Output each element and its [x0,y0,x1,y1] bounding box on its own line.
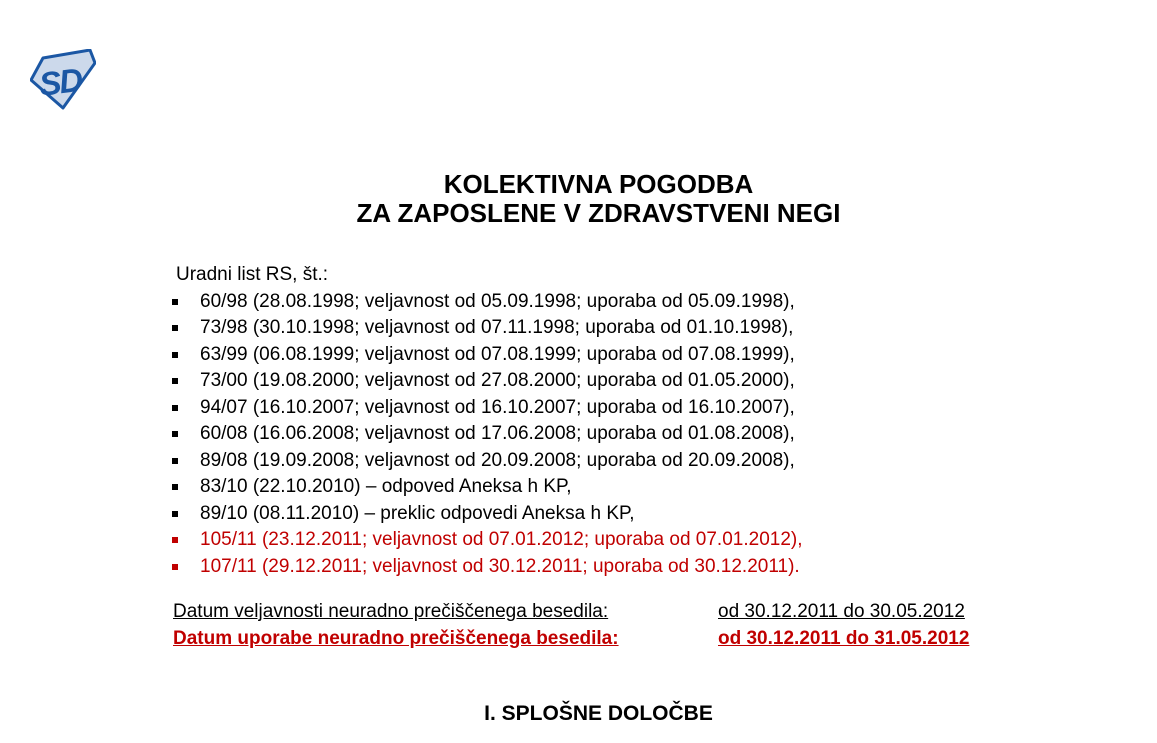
list-item-text: 73/00 (19.08.2000; veljavnost od 27.08.2… [200,370,795,391]
list-item-text: 94/07 (16.10.2007; veljavnost od 16.10.2… [200,396,795,418]
bullet-icon [172,431,178,437]
bullet-icon [172,298,178,305]
list-item: 73/00 (19.08.2000; veljavnost od 27.08.2… [172,368,803,395]
list-item-text: 89/10 (08.11.2010) – preklic odpovedi An… [200,502,635,524]
validity-label: Datum veljavnosti neuradno prečiščenega … [173,601,609,622]
title-line-2: ZA ZAPOSLENE V ZDRAVSTVENI NEGI [356,198,841,228]
list-item-text: 83/10 (22.10.2010) – odpoved Aneksa h KP… [200,476,572,497]
list-item: 60/98 (28.08.1998; veljavnost od 05.09.1… [172,289,803,316]
shield-shape [30,49,96,110]
list-item: 63/99 (06.08.1999; veljavnost od 07.08.1… [172,342,803,369]
validity-row: Datum veljavnosti neuradno prečiščenega … [173,598,969,625]
bullet-icon [172,563,178,570]
validity-label: Datum uporabe neuradno prečiščenega bese… [173,628,619,649]
list-item: 89/08 (19.09.2008; veljavnost od 20.09.2… [172,448,803,475]
list-item: 94/07 (16.10.2007; veljavnost od 16.10.2… [172,395,803,422]
logo-letters: SD [37,61,84,103]
bullet-icon [172,404,178,411]
list-item: 105/11 (23.12.2011; veljavnost od 07.01.… [172,527,803,554]
list-item-text: 63/99 (06.08.1999; veljavnost od 07.08.1… [200,343,795,365]
bullet-icon [172,510,178,517]
list-item-text: 107/11 (29.12.2011; veljavnost od 30.12.… [200,555,800,577]
bullet-icon [172,457,178,464]
bullet-icon [172,351,178,358]
validity-row: Datum uporabe neuradno prečiščenega bese… [173,625,969,652]
list-item: 107/11 (29.12.2011; veljavnost od 30.12.… [172,554,803,581]
list-item-text: 60/08 (16.06.2008; veljavnost od 17.06.2… [200,423,795,444]
validity-value: od 30.12.2011 do 30.05.2012 [718,601,965,622]
bullet-icon [172,484,178,490]
list-item-text: 89/08 (19.09.2008; veljavnost od 20.09.2… [200,449,795,471]
bullet-icon [172,378,178,384]
list-item: 73/98 (30.10.1998; veljavnost od 07.11.1… [172,315,803,342]
list-item: 60/08 (16.06.2008; veljavnost od 17.06.2… [172,421,803,448]
list-item: 89/10 (08.11.2010) – preklic odpovedi An… [172,501,803,528]
bullet-icon [172,325,178,331]
document-title: KOLEKTIVNA POGODBA ZA ZAPOSLENE V ZDRAVS… [20,170,1157,228]
bullet-icon [172,537,178,543]
list-item-text: 105/11 (23.12.2011; veljavnost od 07.01.… [200,529,803,550]
title-line-1: KOLEKTIVNA POGODBA [443,169,754,199]
list-item-text: 60/98 (28.08.1998; veljavnost od 05.09.1… [200,290,795,312]
list-item-text: 73/98 (30.10.1998; veljavnost od 07.11.1… [200,317,794,338]
list-item: 83/10 (22.10.2010) – odpoved Aneksa h KP… [172,474,803,501]
sd-shield-logo-icon: SD [30,49,96,110]
validity-value: od 30.12.2011 do 31.05.2012 [718,628,970,649]
section-heading: I. SPLOŠNE DOLOČBE [484,702,713,725]
validity-block: Datum veljavnosti neuradno prečiščenega … [173,598,969,652]
gazette-list: Uradni list RS, št.: 60/98 (28.08.1998; … [172,262,803,580]
gazette-list-header: Uradni list RS, št.: [176,264,329,285]
